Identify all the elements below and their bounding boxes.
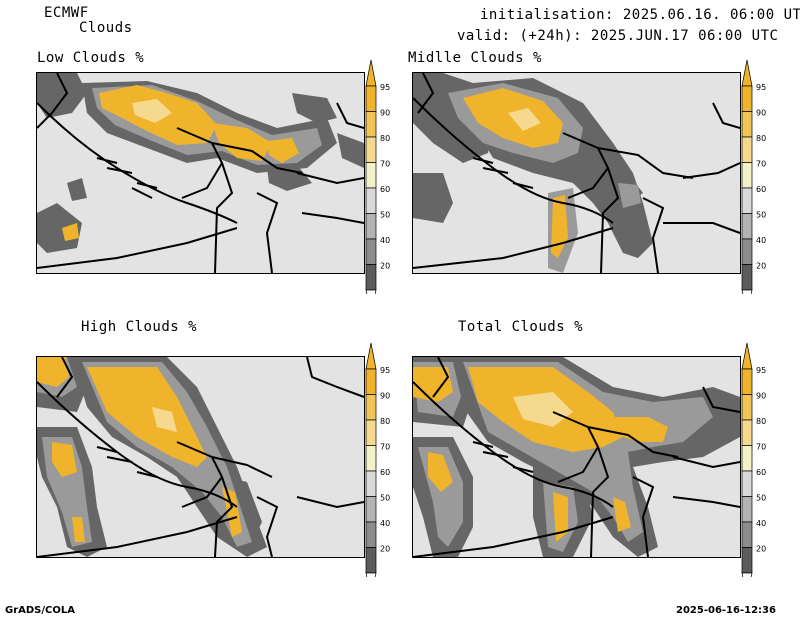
colorbar-segment: [741, 85, 753, 112]
colorbar-segment: [741, 496, 753, 523]
product-label: Clouds: [79, 20, 133, 36]
map-middle-clouds: [412, 72, 741, 274]
colorbar-segment: [365, 496, 377, 523]
colorbar-tick-label: 90: [380, 109, 390, 118]
colorbar-tick-label: 80: [380, 417, 390, 426]
colorbar-tick-label: 40: [756, 519, 766, 528]
colorbar-top-arrow: [365, 342, 377, 370]
colorbar-segment: [365, 85, 377, 112]
colorbar-segment: [741, 419, 753, 446]
colorbar-segment: [365, 394, 377, 421]
colorbar-tick-label: 90: [380, 392, 390, 401]
map-total-clouds: [412, 356, 741, 558]
model-label: ECMWF: [44, 5, 89, 21]
colorbar-segment: [741, 445, 753, 472]
colorbar-segment: [365, 368, 377, 395]
colorbar-top-arrow: [365, 59, 377, 87]
colorbar-bottom-arrow: [741, 289, 753, 315]
panel-title-high: High Clouds %: [81, 319, 198, 335]
colorbar-segment: [365, 264, 377, 291]
colorbar-segment: [365, 470, 377, 497]
colorbar-segment: [741, 187, 753, 214]
colorbar-high: 95 90 80 70 60 50 40 20: [364, 341, 398, 598]
colorbar-tick-label: 80: [756, 134, 766, 143]
colorbar-tick-label: 90: [756, 392, 766, 401]
colorbar-tick-label: 70: [756, 443, 766, 452]
colorbar-segment: [365, 547, 377, 574]
colorbar-tick-label: 40: [756, 236, 766, 245]
colorbar-segment: [741, 238, 753, 265]
colorbar-tick-label: 80: [756, 417, 766, 426]
colorbar-segment: [741, 264, 753, 291]
colorbar-tick-label: 95: [380, 366, 390, 375]
colorbar-segment: [741, 213, 753, 240]
colorbar-segment: [741, 111, 753, 138]
colorbar-tick-label: 60: [756, 185, 766, 194]
panel-title-middle: Midlle Clouds %: [408, 50, 542, 66]
colorbar-segment: [365, 162, 377, 189]
panel-title-low: Low Clouds %: [37, 50, 145, 66]
colorbar-tick-label: 40: [380, 236, 390, 245]
colorbar-tick-label: 50: [756, 494, 766, 503]
footer-timestamp: 2025-06-16-12:36: [676, 605, 776, 616]
colorbar-tick-label: 20: [380, 545, 390, 554]
colorbar-segment: [365, 521, 377, 548]
colorbar-tick-label: 80: [380, 134, 390, 143]
colorbar-tick-label: 95: [756, 83, 766, 92]
footer-software-label: GrADS/COLA: [5, 605, 75, 616]
colorbar-segment: [741, 162, 753, 189]
colorbar-segment: [741, 368, 753, 395]
colorbar-tick-label: 70: [380, 160, 390, 169]
map-high-clouds: [36, 356, 365, 558]
colorbar-segment: [365, 445, 377, 472]
colorbar-tick-label: 20: [756, 262, 766, 271]
colorbar-bottom-arrow: [741, 572, 753, 598]
colorbar-segment: [741, 547, 753, 574]
colorbar-tick-label: 95: [756, 366, 766, 375]
valid-time: valid: (+24h): 2025.JUN.17 06:00 UTC: [457, 28, 779, 44]
colorbar-bottom-arrow: [365, 289, 377, 315]
colorbar-tick-label: 70: [756, 160, 766, 169]
colorbar-tick-label: 60: [380, 185, 390, 194]
colorbar-segment: [365, 419, 377, 446]
colorbar-segment: [741, 394, 753, 421]
colorbar-segment: [365, 238, 377, 265]
initialisation-time: initialisation: 2025.06.16. 06:00 UTC: [480, 7, 800, 23]
colorbar-segment: [365, 213, 377, 240]
colorbar-segment: [741, 136, 753, 163]
colorbar-middle: 95 90 80 70 60 50 40 20: [740, 58, 774, 315]
colorbar-tick-label: 20: [380, 262, 390, 271]
colorbar-tick-label: 50: [380, 494, 390, 503]
colorbar-tick-label: 50: [756, 211, 766, 220]
colorbar-tick-label: 20: [756, 545, 766, 554]
colorbar-top-arrow: [741, 342, 753, 370]
colorbar-low: 95 90 80 70 60 50 40 20: [364, 58, 398, 315]
colorbar-total: 95 90 80 70 60 50 40 20: [740, 341, 774, 598]
colorbar-segment: [365, 187, 377, 214]
panel-title-total: Total Clouds %: [458, 319, 584, 335]
colorbar-tick-label: 70: [380, 443, 390, 452]
colorbar-top-arrow: [741, 59, 753, 87]
colorbar-tick-label: 60: [380, 468, 390, 477]
colorbar-segment: [365, 111, 377, 138]
colorbar-segment: [741, 521, 753, 548]
colorbar-tick-label: 40: [380, 519, 390, 528]
colorbar-tick-label: 60: [756, 468, 766, 477]
colorbar-segment: [741, 470, 753, 497]
colorbar-bottom-arrow: [365, 572, 377, 598]
colorbar-tick-label: 90: [756, 109, 766, 118]
colorbar-segment: [365, 136, 377, 163]
colorbar-tick-label: 95: [380, 83, 390, 92]
map-low-clouds: [36, 72, 365, 274]
colorbar-tick-label: 50: [380, 211, 390, 220]
